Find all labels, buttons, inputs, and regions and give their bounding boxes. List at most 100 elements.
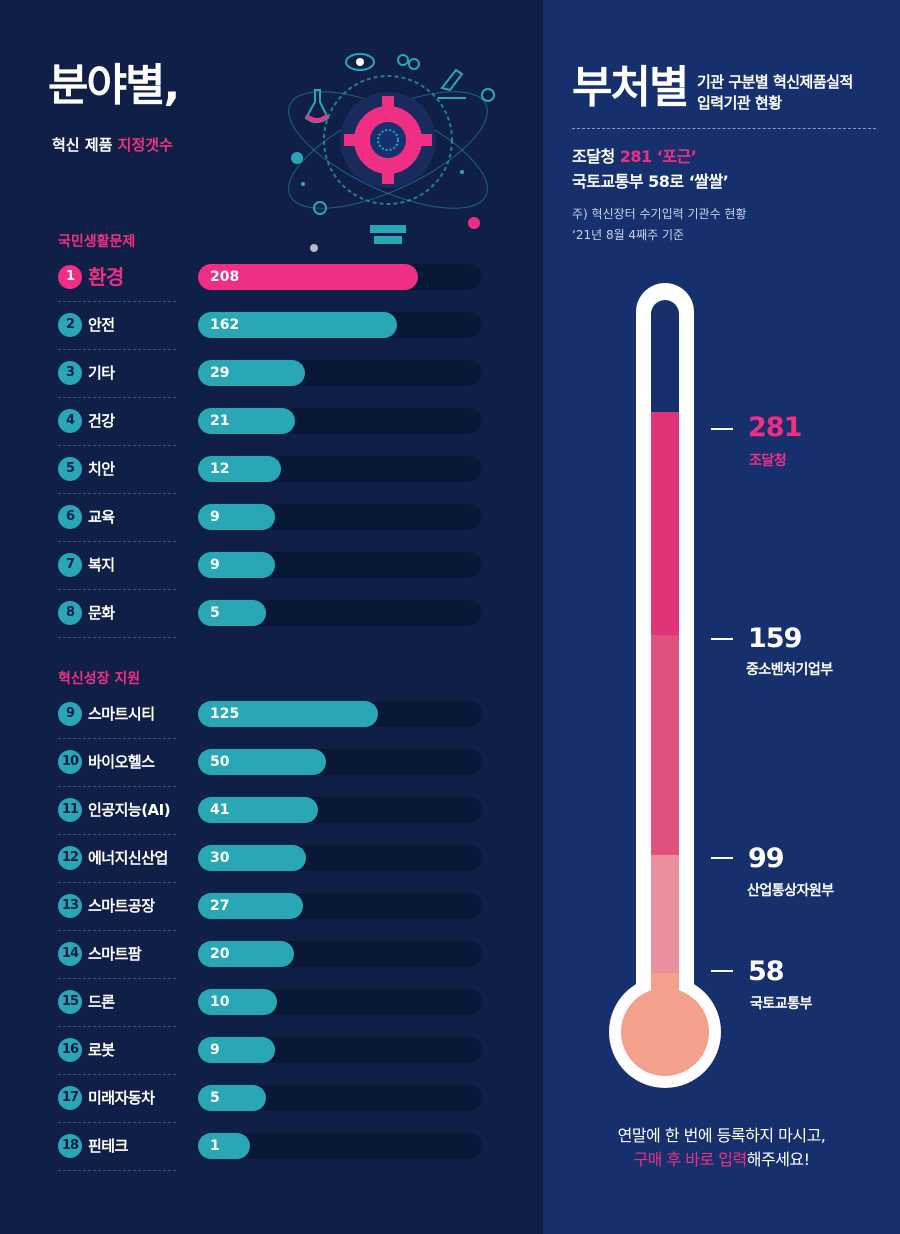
- bar: 12: [198, 456, 281, 482]
- bar-value-label: 29: [210, 365, 230, 381]
- bar-value-label: 208: [210, 269, 240, 285]
- right-title: 부처별: [572, 62, 689, 113]
- bar-row: 3 기타 29: [0, 351, 543, 399]
- summary-line1-highlight: 281 ‘포근’: [619, 147, 697, 166]
- bar-value-label: 10: [210, 994, 230, 1010]
- thermometer-chart: [609, 283, 721, 1088]
- bar-row: 8 문화 5: [0, 591, 543, 639]
- tick-industry: [711, 857, 733, 859]
- right-title-side-line2: 입력기관 현황: [697, 94, 782, 112]
- bar-value-label: 1: [210, 1138, 220, 1154]
- bar: 30: [198, 845, 306, 871]
- bar: 41: [198, 797, 318, 823]
- bar-category-label: 치안: [88, 460, 115, 478]
- bar-row: 4 건강 21: [0, 399, 543, 447]
- row-divider: [58, 445, 176, 446]
- row-divider: [58, 786, 176, 787]
- footer-rest: 해주세요!: [746, 1150, 810, 1169]
- rank-badge: 13: [58, 894, 82, 918]
- bar: 125: [198, 701, 378, 727]
- row-divider: [58, 589, 176, 590]
- value-industry: 99: [748, 843, 785, 874]
- bar-row: 9 스마트시티 125: [0, 692, 543, 740]
- bar-category-label: 스마트공장: [88, 897, 155, 915]
- left-subtitle-highlight: 지정갯수: [117, 136, 173, 154]
- segment-procurement: [651, 412, 679, 635]
- label-industry: 산업통상자원부: [747, 883, 834, 899]
- tick-procurement: [711, 428, 733, 430]
- footer-highlight: 구매 후 바로 입력: [633, 1150, 747, 1169]
- rank-badge: 15: [58, 990, 82, 1014]
- bar: 29: [198, 360, 305, 386]
- row-divider: [58, 1026, 176, 1027]
- bar: 9: [198, 552, 275, 578]
- rank-badge: 2: [58, 313, 82, 337]
- row-divider: [58, 1170, 176, 1171]
- innovation-bulb-illustration: [288, 53, 495, 252]
- label-sme: 중소벤처기업부: [746, 662, 833, 678]
- section-title-growth: 혁신성장 지원: [58, 671, 141, 687]
- bar: 208: [198, 264, 418, 290]
- row-divider: [58, 1074, 176, 1075]
- summary-line1-text: 조달청: [572, 147, 620, 166]
- bar: 5: [198, 1085, 266, 1111]
- footer-line2: 구매 후 바로 입력해주세요!: [543, 1146, 900, 1170]
- row-divider: [58, 882, 176, 883]
- bar: 21: [198, 408, 295, 434]
- bar-category-label: 스마트시티: [88, 705, 155, 723]
- left-subtitle: 혁신 제품 지정갯수: [52, 134, 173, 155]
- bar-category-label: 복지: [88, 556, 115, 574]
- row-divider: [58, 637, 176, 638]
- bar: 20: [198, 941, 294, 967]
- row-divider: [58, 493, 176, 494]
- rank-badge: 1: [58, 265, 82, 289]
- bar-category-label: 환경: [88, 265, 124, 289]
- rank-badge: 11: [58, 798, 82, 822]
- bar-row: 10 바이오헬스 50: [0, 740, 543, 788]
- right-summary-line2: 국토교통부 58로 ‘쌀쌀’: [572, 172, 729, 191]
- bar: 10: [198, 989, 277, 1015]
- segment-sme: [651, 635, 679, 855]
- rank-badge: 14: [58, 942, 82, 966]
- right-panel: [543, 0, 900, 1234]
- bar-category-label: 에너지신산업: [88, 849, 168, 867]
- bar-value-label: 9: [210, 509, 220, 525]
- bar-row: 15 드론 10: [0, 980, 543, 1028]
- bar-value-label: 41: [210, 802, 230, 818]
- row-divider: [58, 978, 176, 979]
- bar-value-label: 50: [210, 754, 230, 770]
- bar-value-label: 125: [210, 706, 240, 722]
- rank-badge: 17: [58, 1086, 82, 1110]
- bar-value-label: 162: [210, 317, 240, 333]
- bar-value-label: 21: [210, 413, 230, 429]
- bar-row: 18 핀테크 1: [0, 1124, 543, 1172]
- rank-badge: 5: [58, 457, 82, 481]
- bar-row: 6 교육 9: [0, 495, 543, 543]
- bar: 5: [198, 600, 266, 626]
- bar: 9: [198, 1037, 275, 1063]
- label-transport: 국토교통부: [750, 996, 812, 1012]
- bar-row: 1 환경 208: [0, 255, 543, 303]
- right-note-1: 주) 혁신장터 수기입력 기관수 현황: [572, 207, 747, 221]
- bar-category-label: 핀테크: [88, 1137, 128, 1155]
- footer-line1: 연말에 한 번에 등록하지 마시고,: [617, 1126, 826, 1145]
- bar: 9: [198, 504, 275, 530]
- bar: 1: [198, 1133, 250, 1159]
- bar-row: 5 치안 12: [0, 447, 543, 495]
- row-divider: [58, 301, 176, 302]
- right-title-side: 기관 구분별 혁신제품실적 입력기관 현황: [697, 72, 853, 114]
- label-procurement: 조달청: [749, 453, 787, 469]
- right-note-2: ‘21년 8월 4째주 기준: [572, 228, 685, 242]
- bar-category-label: 인공지능(AI): [88, 801, 171, 819]
- row-divider: [58, 541, 176, 542]
- bar: 162: [198, 312, 397, 338]
- rank-badge: 9: [58, 702, 82, 726]
- bar-category-label: 문화: [88, 604, 115, 622]
- bar-row: 7 복지 9: [0, 543, 543, 591]
- row-divider: [58, 738, 176, 739]
- value-procurement: 281: [748, 412, 802, 443]
- bar-category-label: 드론: [88, 993, 115, 1011]
- right-divider: [572, 128, 876, 129]
- bar-category-label: 안전: [88, 316, 115, 334]
- bar-category-label: 로봇: [88, 1041, 115, 1059]
